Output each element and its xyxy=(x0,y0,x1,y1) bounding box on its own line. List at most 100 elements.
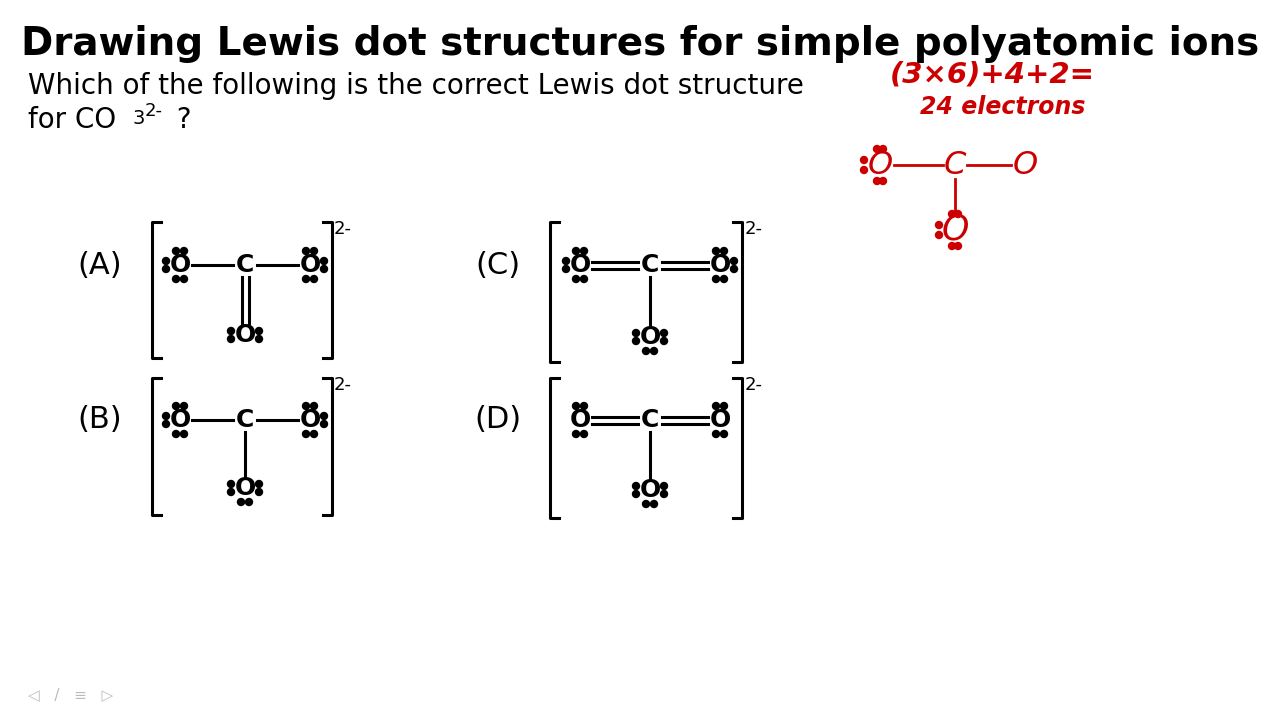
Text: Which of the following is the correct Lewis dot structure: Which of the following is the correct Le… xyxy=(28,72,804,100)
Circle shape xyxy=(163,258,169,264)
Circle shape xyxy=(581,248,588,254)
Text: O: O xyxy=(570,408,590,432)
Text: (C): (C) xyxy=(475,251,521,279)
Circle shape xyxy=(256,480,262,487)
Circle shape xyxy=(302,402,310,410)
Circle shape xyxy=(721,431,727,438)
Circle shape xyxy=(721,402,727,410)
Text: for CO: for CO xyxy=(28,106,116,134)
Text: O: O xyxy=(169,408,191,432)
Circle shape xyxy=(879,145,887,153)
Circle shape xyxy=(948,243,955,250)
Text: O: O xyxy=(709,253,731,277)
Circle shape xyxy=(936,232,942,238)
Text: (B): (B) xyxy=(78,405,123,434)
Circle shape xyxy=(572,402,580,410)
Circle shape xyxy=(572,248,580,254)
Circle shape xyxy=(713,402,719,410)
Circle shape xyxy=(246,498,252,505)
Text: (D): (D) xyxy=(475,405,521,434)
Text: C: C xyxy=(236,253,255,277)
Circle shape xyxy=(650,500,658,508)
Text: C: C xyxy=(236,408,255,432)
Circle shape xyxy=(238,498,244,505)
Circle shape xyxy=(731,266,737,272)
Circle shape xyxy=(948,210,955,217)
Text: O: O xyxy=(169,253,191,277)
Circle shape xyxy=(180,402,187,410)
Circle shape xyxy=(721,248,727,254)
Text: O: O xyxy=(640,478,660,502)
Text: O: O xyxy=(570,253,590,277)
Circle shape xyxy=(660,330,667,336)
Text: O: O xyxy=(300,253,320,277)
Circle shape xyxy=(650,348,658,354)
Circle shape xyxy=(228,336,234,343)
Circle shape xyxy=(302,276,310,282)
Text: O: O xyxy=(709,408,731,432)
Circle shape xyxy=(302,248,310,254)
Text: 2-: 2- xyxy=(145,102,163,120)
Circle shape xyxy=(320,266,328,272)
Circle shape xyxy=(173,431,179,438)
Circle shape xyxy=(173,276,179,282)
Circle shape xyxy=(731,258,737,264)
Circle shape xyxy=(713,431,719,438)
Text: C: C xyxy=(943,150,966,181)
Circle shape xyxy=(955,243,961,250)
Text: 2-: 2- xyxy=(745,376,763,394)
Circle shape xyxy=(581,402,588,410)
Circle shape xyxy=(228,488,234,495)
Text: (3×6)+4+2=: (3×6)+4+2= xyxy=(890,60,1094,88)
Text: O: O xyxy=(234,476,256,500)
Text: O: O xyxy=(868,150,892,181)
Text: 2-: 2- xyxy=(334,220,352,238)
Circle shape xyxy=(936,222,942,228)
Circle shape xyxy=(320,413,328,420)
Circle shape xyxy=(562,258,570,264)
Text: C: C xyxy=(641,408,659,432)
Text: 24 electrons: 24 electrons xyxy=(920,95,1085,119)
Circle shape xyxy=(180,276,187,282)
Circle shape xyxy=(860,156,868,163)
Circle shape xyxy=(256,336,262,343)
Circle shape xyxy=(873,178,881,184)
Text: Drawing Lewis dot structures for simple polyatomic ions: Drawing Lewis dot structures for simple … xyxy=(20,25,1260,63)
Circle shape xyxy=(572,276,580,282)
Circle shape xyxy=(955,210,961,217)
Circle shape xyxy=(632,338,640,344)
Circle shape xyxy=(581,276,588,282)
Text: 2-: 2- xyxy=(334,376,352,394)
Circle shape xyxy=(572,431,580,438)
Circle shape xyxy=(713,276,719,282)
Circle shape xyxy=(632,490,640,498)
Circle shape xyxy=(320,258,328,264)
Text: (A): (A) xyxy=(78,251,123,279)
Circle shape xyxy=(256,488,262,495)
Circle shape xyxy=(228,328,234,335)
Text: 3: 3 xyxy=(132,109,145,128)
Text: O: O xyxy=(640,325,660,349)
Circle shape xyxy=(660,490,667,498)
Circle shape xyxy=(163,413,169,420)
Circle shape xyxy=(311,431,317,438)
Circle shape xyxy=(873,145,881,153)
Circle shape xyxy=(302,431,310,438)
Circle shape xyxy=(879,178,887,184)
Circle shape xyxy=(163,266,169,272)
Text: O: O xyxy=(1012,150,1038,181)
Text: O: O xyxy=(234,323,256,347)
Circle shape xyxy=(228,480,234,487)
Text: O: O xyxy=(941,213,969,247)
Circle shape xyxy=(660,338,667,344)
Circle shape xyxy=(581,431,588,438)
Circle shape xyxy=(311,248,317,254)
Circle shape xyxy=(632,330,640,336)
Circle shape xyxy=(721,276,727,282)
Circle shape xyxy=(632,482,640,490)
Circle shape xyxy=(562,266,570,272)
Circle shape xyxy=(173,248,179,254)
Circle shape xyxy=(311,402,317,410)
Text: 2-: 2- xyxy=(745,220,763,238)
Circle shape xyxy=(643,500,649,508)
